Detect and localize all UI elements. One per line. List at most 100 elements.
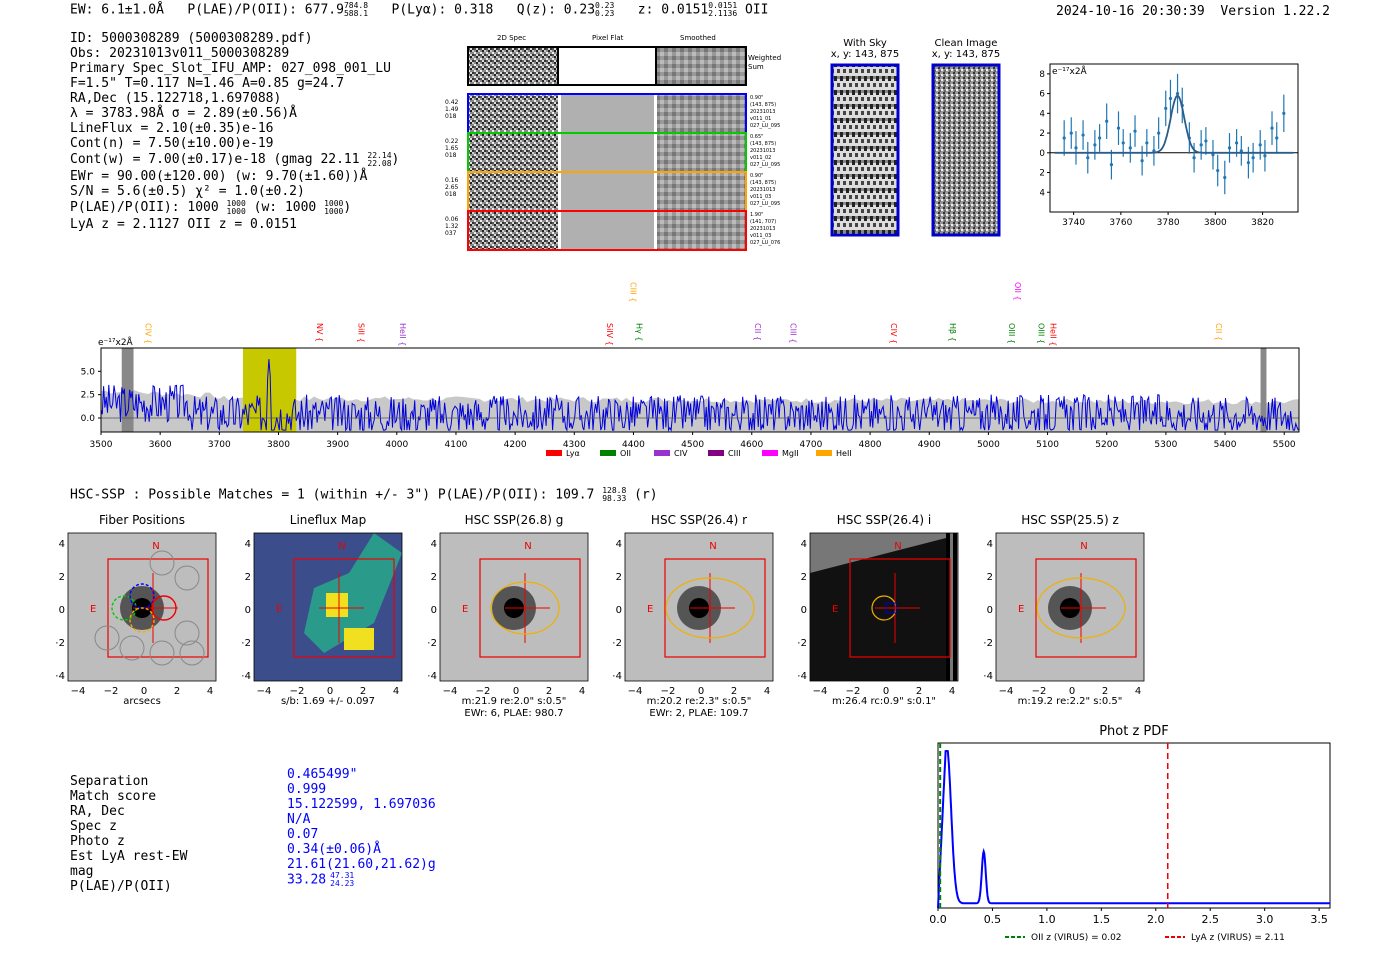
image-panel-4: N E −4 4 −2 2 0 0 2 −2 4 −4: [798, 532, 959, 697]
spectrum-line-label: HeII {: [398, 323, 407, 346]
source-box: [885, 602, 897, 614]
panel-frame: [253, 532, 403, 682]
match-plae-bounds: 47.31 24.23: [330, 872, 354, 888]
hsc-end: (r): [634, 487, 658, 503]
cutout-left-0: 0.42 1.49 018: [445, 99, 459, 120]
panel-ytick-label: −2: [613, 638, 622, 649]
compass-n: N: [709, 541, 716, 552]
photz-xtick-label: 2.5: [1201, 913, 1219, 926]
image-panel-0: N E −4 4 −2 2 0 0 2 −2 4 −4: [56, 532, 217, 697]
clean-title: Clean Image x, y: 143, 875: [928, 38, 1004, 60]
photz-curve: [937, 750, 1330, 909]
col-2d-label: 2D Spec: [497, 34, 527, 42]
match-value: 0.999: [287, 782, 436, 797]
caption-line: m:20.2 re:2.3" s:0.5": [646, 696, 752, 707]
zoom-point: [1239, 149, 1243, 153]
fiber-circle-gray: [174, 620, 200, 646]
compass-e: E: [462, 604, 468, 615]
panel-xtick-label: −2: [104, 686, 119, 697]
spectrum-legend-label: MgII: [782, 449, 799, 458]
cutout-smooth-1: [657, 133, 746, 172]
panel-stripe: [953, 533, 957, 681]
match-value: 0.07: [287, 827, 436, 842]
spectrum-line-label: CIV {: [143, 323, 152, 344]
info-z: LyA z = 2.1127 OII z = 0.0151: [70, 217, 297, 232]
panel-ytick-label: 4: [431, 539, 437, 550]
panel-ytick-label: −4: [242, 671, 251, 682]
plya-value: P(Lyα): 0.318: [391, 2, 494, 18]
caption-line: m:19.2 re:2.2" s:0.5": [1017, 696, 1123, 707]
spectrum-line-label: OII {: [1013, 282, 1022, 301]
compass-n: N: [152, 541, 159, 552]
panel-xtick-label: 2: [1102, 686, 1108, 697]
weighted-2d: [467, 46, 559, 86]
contw-lo: 22.08: [367, 158, 392, 168]
panel-xtick-label: 0: [327, 686, 333, 697]
panel-caption-5: m:19.2 re:2.2" s:0.5": [990, 696, 1150, 708]
clean-xy: x, y: 143, 875: [931, 49, 1001, 60]
panel-xtick-label: 2: [546, 686, 552, 697]
spectrum-line-label: CIV {: [889, 323, 898, 344]
spectrum-xtick-label: 4400: [622, 440, 645, 450]
plae-value: P(LAE)/P(OII): 677.9: [187, 2, 344, 18]
info-id: ID: 5000308289 (5000308289.pdf): [70, 31, 313, 46]
panel-xtick-label: −4: [813, 686, 828, 697]
panel-ytick-label: 0: [987, 605, 993, 616]
zoom-fit-curve: [1054, 94, 1294, 154]
panel-ytick-label: 2: [801, 572, 807, 583]
zoom-point: [1098, 136, 1102, 140]
panel-ytick-label: −2: [56, 638, 65, 649]
panel-ytick-label: −2: [984, 638, 993, 649]
cutouts-panel: 2D Spec Pixel Flat Smoothed Weighted Sum…: [440, 32, 800, 257]
cutout-2d-3: [468, 211, 558, 250]
plae2-lo2: 1000: [324, 206, 344, 216]
spectrum-line-label: NV {: [315, 323, 324, 342]
aperture-ellipse: [665, 577, 755, 639]
spectrum-line-label: SiII {: [356, 323, 365, 343]
caption-line: s/b: 1.69 +/- 0.097: [280, 696, 376, 707]
with-sky-image: [830, 63, 900, 237]
panel-gradient: [810, 538, 946, 681]
zoom-ytick-label: 0: [1040, 149, 1045, 159]
compass-n: N: [894, 541, 901, 552]
photz-legend-lya: LyA z (VIRUS) = 2.11: [1191, 933, 1285, 943]
plae2-mid: (w: 1000: [253, 200, 317, 215]
zoom-point: [1081, 133, 1085, 137]
match-value: 15.122599, 1.697036: [287, 797, 436, 812]
image-panel-2: N E −4 4 −2 2 0 0 2 −2 4 −4: [428, 532, 589, 697]
spectrum-legend-label: OII: [620, 449, 631, 458]
match-label: Photo z: [70, 834, 125, 849]
zoom-point: [1216, 168, 1220, 173]
info-block: ID: 5000308289 (5000308289.pdf) Obs: 202…: [70, 31, 399, 232]
match-box: [293, 558, 395, 658]
fiber-circle-gray: [179, 640, 205, 666]
header-summary: EW: 6.1±1.0Å P(LAE)/P(OII): 677.9784.8 58…: [70, 2, 768, 18]
z-lo: 2.1136: [708, 9, 738, 18]
cutout-smooth-2: [657, 172, 746, 211]
compass-n: N: [1080, 541, 1087, 552]
zoom-xtick-label: 3820: [1251, 218, 1274, 228]
spectrum-mask-left: [121, 348, 134, 432]
spectrum-xtick-label: 5400: [1214, 440, 1237, 450]
panel-xtick-label: −2: [290, 686, 305, 697]
spectrum-legend-swatch: [762, 450, 778, 456]
zoom-point: [1246, 161, 1250, 165]
zoom-point: [1121, 141, 1125, 145]
match-value: N/A: [287, 812, 436, 827]
zoom-xtick-label: 3780: [1157, 218, 1180, 228]
spectrum-xtick-label: 4700: [799, 440, 822, 450]
spectrum-line-label: Hγ {: [634, 323, 643, 341]
panel-xtick-label: 0: [141, 686, 147, 697]
cutout-flat-2: [561, 172, 654, 211]
match-label: Separation: [70, 774, 149, 789]
spectrum-ytick-label: 0.0: [81, 414, 96, 424]
zoom-ytick-label: -2: [1040, 169, 1045, 179]
match-value-text: 15.122599, 1.697036: [287, 797, 436, 812]
panel-title-4: HSC SSP(26.4) i: [836, 513, 932, 527]
match-box: [479, 558, 581, 658]
spectrum-xtick-label: 5100: [1036, 440, 1059, 450]
panel-xtick-label: 4: [393, 686, 399, 697]
spectrum-xtick-label: 4300: [563, 440, 586, 450]
spectrum-legend-label: CIII: [728, 449, 741, 458]
zoom-point: [1199, 143, 1203, 147]
